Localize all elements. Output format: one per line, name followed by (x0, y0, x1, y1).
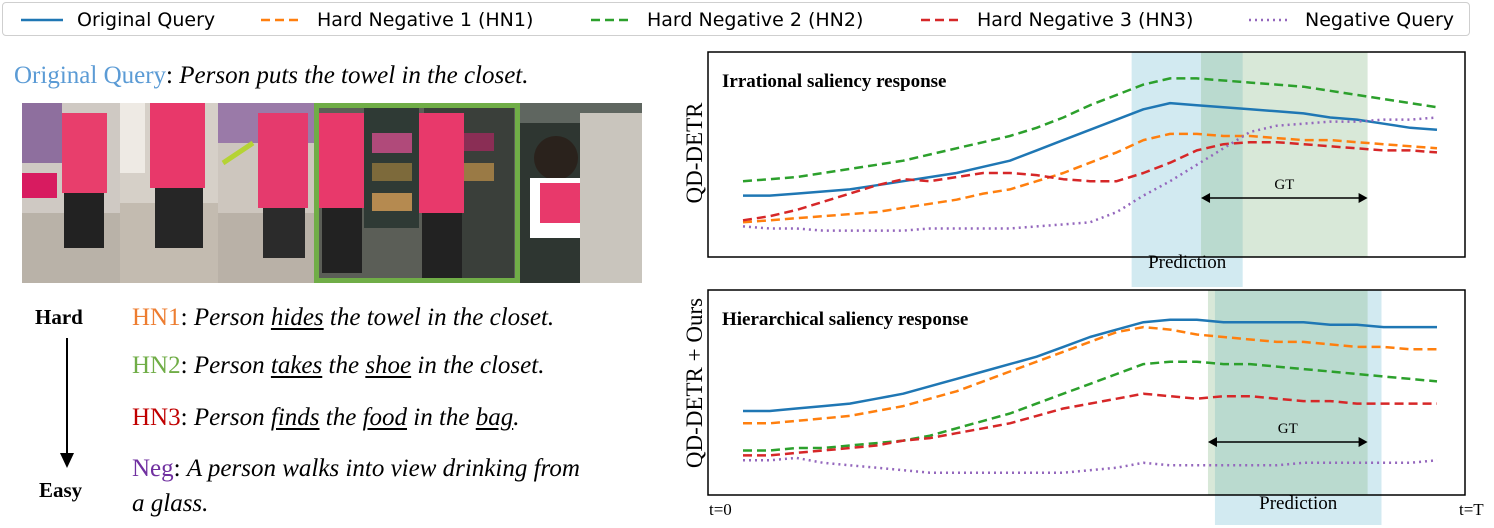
series-line (743, 392, 1437, 457)
x-end-label: t=T (1459, 500, 1484, 519)
hn3-query: HN3: Person finds the food in the bag. (132, 404, 520, 431)
neg-label: Neg (132, 455, 174, 482)
x-start-label: t=0 (709, 500, 732, 519)
video-frame (22, 103, 120, 283)
series-line (743, 101, 1438, 197)
chart-legend: Original Query Hard Negative 1 (HN1) Har… (2, 2, 1470, 36)
gt-label: GT (1274, 177, 1294, 193)
legend-label: Hard Negative 2 (HN2) (647, 9, 864, 31)
gt-arrow (1201, 193, 1368, 203)
series-line (742, 116, 1438, 232)
video-frame-strip (22, 103, 642, 283)
gt-arrow-head-right (1358, 193, 1368, 203)
legend-swatch-hn2 (591, 18, 633, 22)
prediction-band (1131, 52, 1243, 287)
video-frame-highlighted (314, 103, 520, 283)
frame-illustration (520, 103, 642, 283)
prediction-label: Prediction (1259, 493, 1338, 514)
hard-to-easy-arrow (60, 338, 74, 468)
hn1-text: Person hides the towel in the closet. (193, 304, 555, 331)
gt-arrow-head-right (1358, 437, 1368, 447)
legend-item-hn2: Hard Negative 2 (HN2) (591, 3, 863, 37)
prediction-band (1214, 290, 1382, 525)
original-query: Original Query: Person puts the towel in… (14, 62, 529, 89)
series-line (742, 77, 1438, 183)
hn1-query: HN1: Person hides the towel in the close… (132, 304, 555, 331)
legend-item-hn3: Hard Negative 3 (HN3) (921, 3, 1193, 37)
video-frame (218, 103, 314, 283)
legend-item-hn1: Hard Negative 1 (HN1) (261, 3, 533, 37)
original-query-label: Original Query (14, 62, 167, 89)
gt-arrow (1207, 437, 1368, 447)
legend-label: Hard Negative 1 (HN1) (317, 9, 534, 31)
prediction-label: Prediction (1148, 252, 1227, 273)
gt-band (1201, 52, 1368, 257)
series-line (742, 140, 1438, 222)
neg-query: Neg: A person walks into view drinking f… (132, 455, 580, 482)
legend-label: Original Query (77, 9, 216, 31)
video-frame (120, 103, 218, 283)
original-query-text: Person puts the towel in the closet. (179, 62, 529, 89)
legend-item-neg: Negative Query (1249, 3, 1454, 37)
hn3-text: Person finds the food in the bag. (193, 404, 520, 431)
frame-illustration (314, 103, 520, 283)
series-line (743, 325, 1437, 425)
legend-swatch-neg (1249, 18, 1291, 22)
series-line (743, 318, 1437, 413)
neg-text-line1: A person walks into view drinking from (186, 455, 580, 482)
legend-label: Hard Negative 3 (HN3) (977, 9, 1194, 31)
gt-label: GT (1278, 421, 1298, 437)
hn1-label: HN1 (132, 304, 181, 331)
frame-illustration (120, 103, 218, 283)
legend-item-original: Original Query (21, 3, 215, 37)
easy-label: Easy (39, 478, 83, 502)
video-frame (520, 103, 642, 283)
hn2-text: Person takes the shoe in the closet. (193, 352, 545, 379)
gt-arrow-head-left (1201, 193, 1211, 203)
gt-arrow-head-left (1207, 437, 1217, 447)
series-line (743, 360, 1438, 452)
chart-frame (707, 51, 1466, 258)
hn3-label: HN3 (132, 404, 181, 431)
neg-query-line2: a glass. (132, 490, 208, 518)
hn2-query: HN2: Person takes the shoe in the closet… (132, 352, 545, 379)
frame-illustration (22, 103, 120, 283)
neg-text-line2: a glass. (132, 490, 209, 517)
chart-frame (707, 289, 1466, 496)
chart-title: Irrational saliency response (722, 71, 946, 92)
legend-label: Negative Query (1305, 9, 1455, 31)
legend-swatch-hn3 (921, 18, 963, 22)
hard-label: Hard (35, 305, 83, 329)
series-line (743, 456, 1438, 474)
hn2-label: HN2 (132, 352, 181, 379)
series-line (742, 132, 1438, 224)
legend-swatch-hn1 (261, 18, 303, 22)
chart-title: Hierarchical saliency response (722, 309, 968, 330)
legend-swatch-original (21, 18, 63, 22)
frame-illustration (218, 103, 314, 283)
